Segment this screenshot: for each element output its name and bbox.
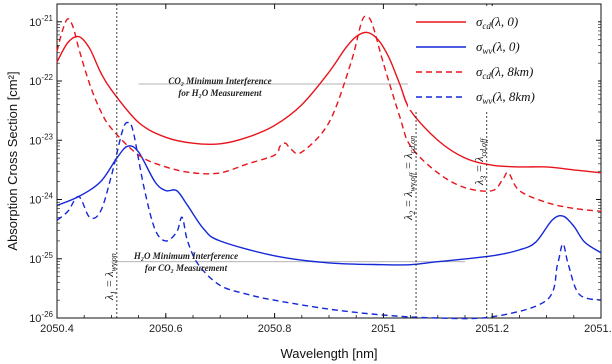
series-lines (56, 15, 602, 320)
y-axis-ticks: 10-21 10-22 10-23 10-24 10-25 10-26 (29, 14, 601, 325)
annotation-co2-line1: CO₂ Minimum Interference (168, 76, 271, 86)
legend-box (408, 6, 598, 110)
guide-lines (111, 83, 493, 263)
y-tick-label-2: 10-22 (29, 73, 53, 88)
legend-label-1: σcd(λ, 0) (476, 14, 518, 31)
annotation-co2-line2: for H₂O Measurement (178, 88, 262, 98)
x-tick-label-2: 2050.6 (149, 323, 183, 335)
x-tick-label-5: 2051.2 (475, 323, 509, 335)
y-tick-label-4: 10-24 (29, 192, 53, 207)
y-tick-label-3: 10-23 (29, 132, 53, 147)
series-line-2 (56, 145, 602, 266)
series-line-3 (56, 15, 602, 213)
marker-label-1: λ1 = λwv,on (102, 253, 118, 301)
annotation-h2o-line1: H₂O Minimum Interference (133, 251, 238, 261)
wavelength-markers: λ1 = λwv,on λ2 = λwv,off = λcd,on λ3 = λcd… (102, 4, 488, 318)
annotation-h2o-line2: for CO₂ Measurement (145, 263, 228, 273)
series-line-4 (56, 121, 602, 320)
y-tick-label-5: 10-25 (29, 251, 53, 266)
y-tick-label-1: 10-21 (29, 14, 53, 29)
x-axis-label: Wavelength [nm] (280, 346, 377, 361)
legend: σcd(λ, 0) σwv(λ, 0) σcd(λ, 8km) σwv(λ, 8km) (408, 6, 598, 110)
x-tick-label-3: 2050.8 (258, 323, 292, 335)
x-tick-label-4: 2051 (371, 323, 395, 335)
legend-label-2: σwv(λ, 0) (476, 39, 520, 56)
legend-label-4: σwv(λ, 8km) (476, 89, 535, 106)
marker-label-2: λ2 = λwv,off = λcd,on (401, 136, 417, 221)
legend-label-3: σcd(λ, 8km) (476, 64, 533, 81)
y-tick-label-6: 10-26 (29, 310, 53, 325)
series-line-1 (56, 31, 602, 174)
marker-label-3: λ3 = λcd,off (472, 137, 488, 186)
y-axis-label: Absorption Cross Section [cm²] (5, 71, 20, 250)
x-tick-label-1: 2050.4 (40, 323, 74, 335)
x-tick-label-6: 2051.4 (584, 323, 612, 335)
